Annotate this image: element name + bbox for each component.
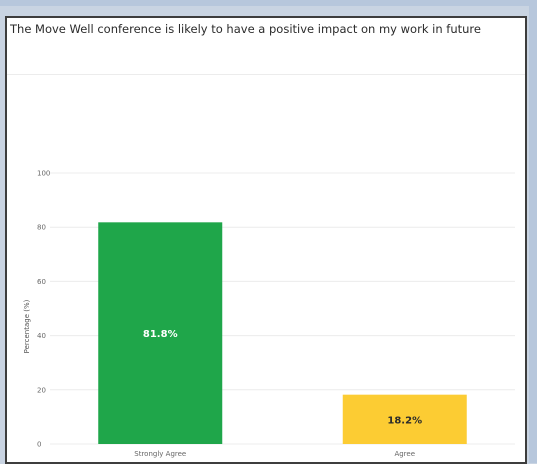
y-tick-label: 20 — [37, 386, 46, 394]
y-tick-label: 60 — [37, 278, 46, 286]
data-label: 18.2% — [387, 415, 422, 426]
data-label: 81.8% — [143, 329, 178, 340]
x-tick-label: Strongly Agree — [134, 450, 186, 458]
title-divider — [7, 74, 525, 75]
y-tick-label: 0 — [37, 441, 41, 449]
bar-agree — [342, 394, 467, 444]
y-axis-label: Percentage (%) — [23, 299, 31, 353]
x-tick-label: Agree — [394, 450, 415, 458]
y-tick-label: 40 — [37, 332, 46, 340]
chart-card: The Move Well conference is likely to ha… — [5, 16, 527, 464]
y-tick-label: 100 — [37, 170, 50, 178]
bar-chart: 0 20 40 60 80 100 Percentage (%) 81.8% Strongly … — [23, 170, 515, 458]
chart-title: The Move Well conference is likely to ha… — [10, 22, 481, 36]
y-tick-label: 80 — [37, 224, 46, 232]
bar-strongly-agree — [98, 222, 223, 444]
